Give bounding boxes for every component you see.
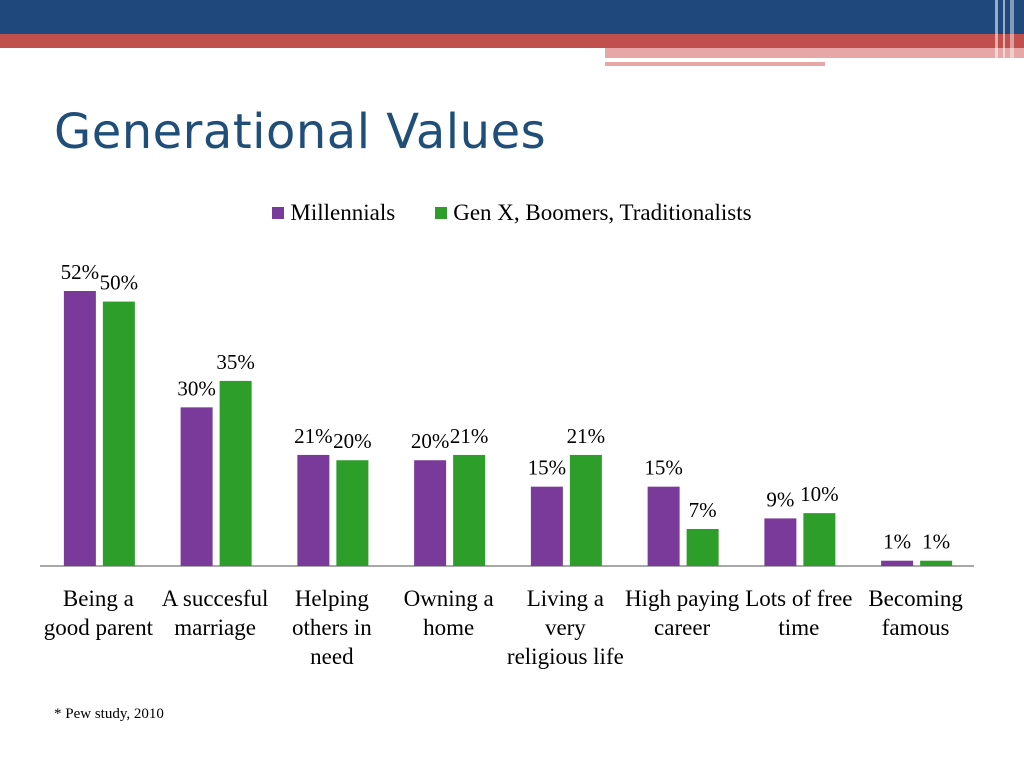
data-label-millennials-1: 30% [177,376,216,400]
category-label-3: Owning a home [403,586,494,640]
data-label-millennials-2: 21% [294,424,333,448]
data-label-millennials-0: 52% [61,260,100,284]
header-stripe-1 [995,0,998,68]
data-label-millennials-5: 15% [644,456,683,480]
bar-genx-1 [219,380,252,566]
slide-title: Generational Values [54,104,547,160]
category-label-5: High paying career [624,586,740,640]
bar-genx-7 [920,560,953,566]
data-label-millennials-7: 1% [883,530,911,554]
data-label-genx-5: 7% [689,498,717,522]
footnote: * Pew study, 2010 [54,706,164,722]
data-label-genx-4: 21% [567,424,606,448]
category-label-7: Becoming famous [868,586,963,640]
bar-genx-6 [803,513,836,566]
bar-millennials-3 [414,460,447,566]
category-label-0: Being a good parent [43,586,153,640]
category-label-6: Lots of free time [745,586,853,640]
header-band-red [0,34,1024,48]
data-label-genx-1: 35% [216,350,255,374]
data-label-genx-6: 10% [800,482,839,506]
data-label-millennials-6: 9% [766,487,794,511]
bar-millennials-0 [63,291,96,566]
bar-millennials-2 [297,454,330,566]
data-label-genx-7: 1% [922,530,950,554]
legend-swatch-genx [435,207,448,219]
data-label-millennials-3: 20% [411,429,450,453]
legend-item-millennials: Millennials [272,200,395,226]
bar-millennials-5 [647,486,680,566]
legend-swatch-millennials [272,207,285,219]
bar-millennials-1 [180,407,213,566]
header-stripe-2 [1003,0,1005,68]
data-label-genx-0: 50% [100,271,139,295]
data-label-genx-2: 20% [333,429,372,453]
legend-label-millennials: Millennials [290,200,396,225]
bar-millennials-4 [530,486,563,566]
header-band-pink [605,48,1024,58]
bar-millennials-6 [764,518,797,566]
header-band-pink-thin [605,62,825,66]
data-label-millennials-4: 15% [528,456,567,480]
category-label-1: A succesful marriage [161,586,269,640]
header-band-blue [0,0,1024,34]
category-label-2: Helping others in need [291,586,372,669]
bar-millennials-7 [881,560,914,566]
category-label-4: Living a very religious life [506,586,624,669]
bar-genx-0 [102,301,135,566]
legend-label-genx: Gen X, Boomers, Traditionalists [453,200,752,225]
chart-legend: Millennials Gen X, Boomers, Traditionali… [0,200,1024,226]
legend-item-genx: Gen X, Boomers, Traditionalists [435,200,752,226]
bar-genx-5 [686,528,719,566]
data-label-genx-3: 21% [450,424,489,448]
header-stripe-3 [1010,0,1014,68]
bar-genx-4 [569,454,602,566]
bar-genx-2 [336,460,369,566]
bar-genx-3 [453,454,486,566]
